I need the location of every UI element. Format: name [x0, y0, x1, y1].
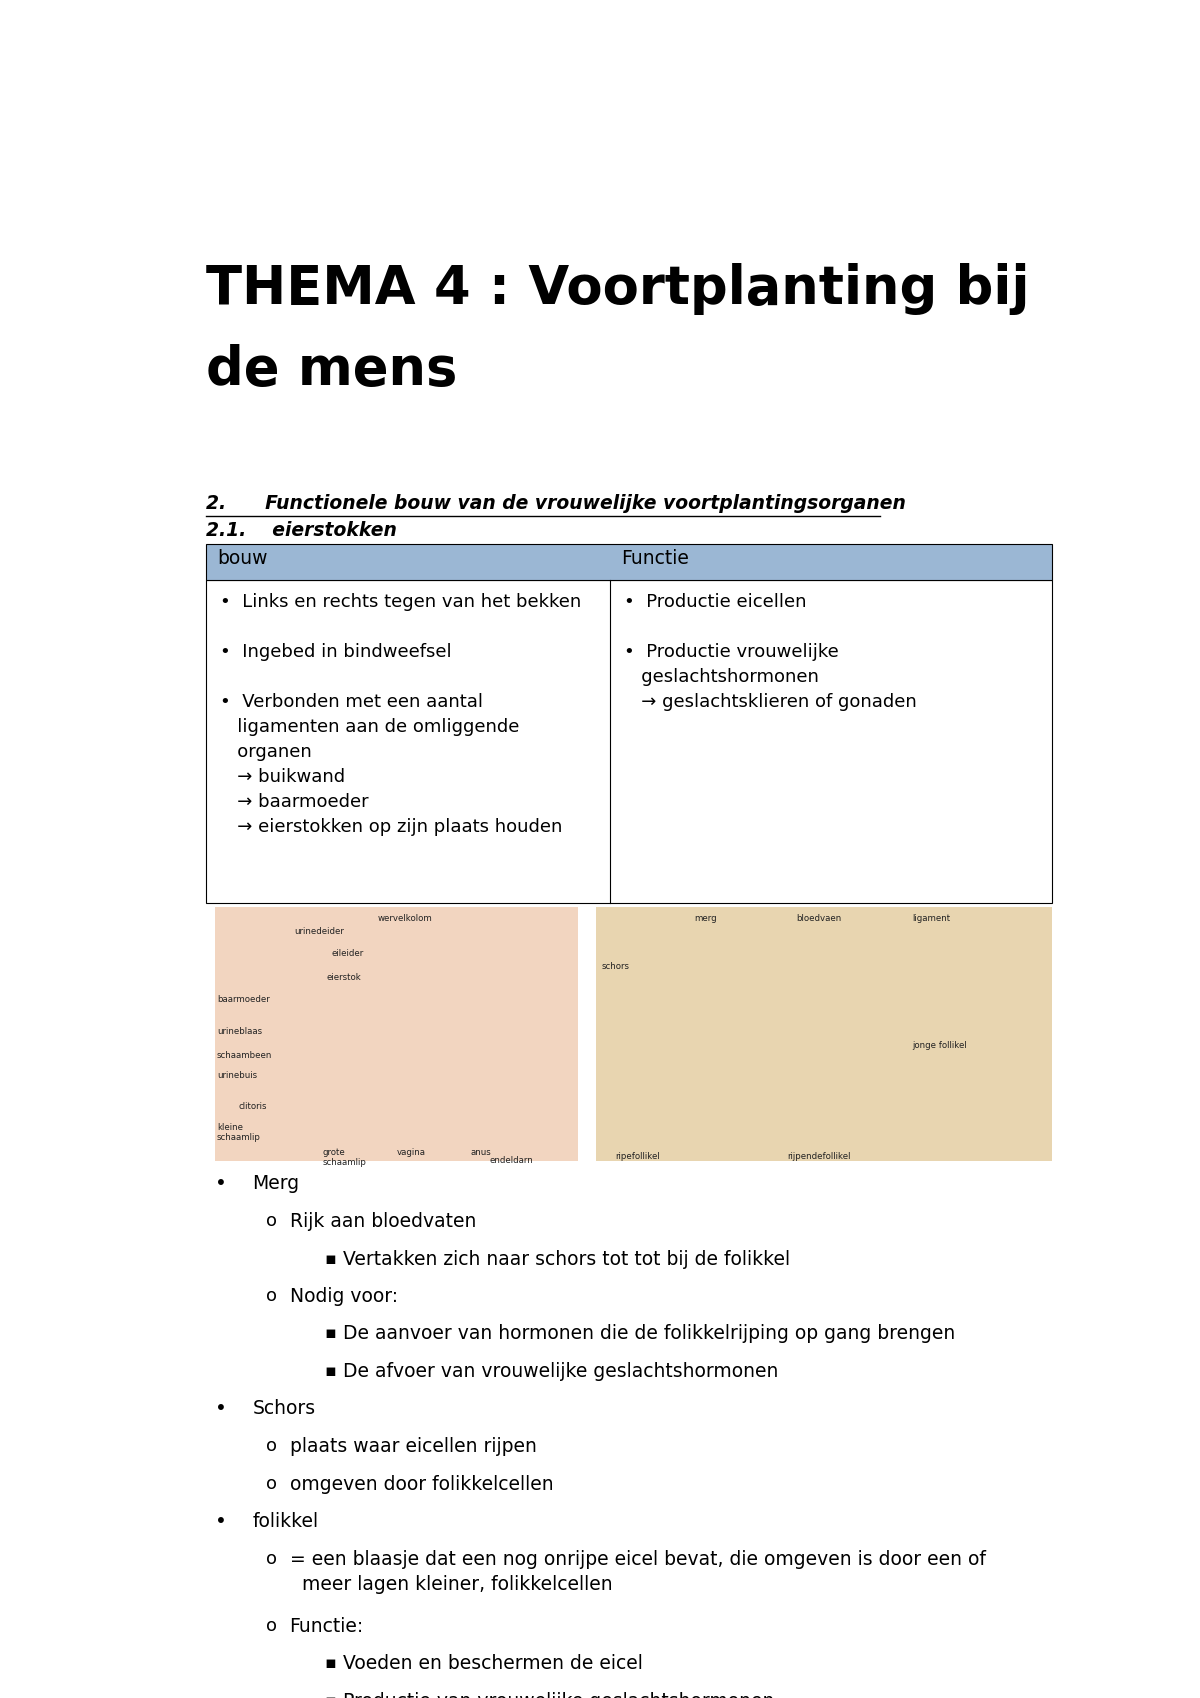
Text: ▪: ▪ [325, 1250, 336, 1268]
Text: plaats waar eicellen rijpen: plaats waar eicellen rijpen [289, 1437, 536, 1457]
Text: eileider: eileider [331, 949, 364, 958]
Text: ▪: ▪ [325, 1691, 336, 1698]
Text: eierstok: eierstok [326, 973, 361, 981]
Text: •: • [215, 1511, 227, 1532]
Text: 2.1.    eierstokken: 2.1. eierstokken [206, 521, 397, 540]
Text: Voeden en beschermen de eicel: Voeden en beschermen de eicel [343, 1654, 643, 1674]
Text: o: o [266, 1550, 277, 1569]
Text: kleine
schaamlip: kleine schaamlip [217, 1122, 260, 1143]
Text: bouw: bouw [217, 548, 268, 567]
Bar [596, 907, 1052, 1161]
Text: •: • [215, 1399, 227, 1418]
Text: Schors: Schors [252, 1399, 316, 1418]
Text: wervelkolom: wervelkolom [378, 914, 433, 922]
Text: folikkel: folikkel [252, 1511, 318, 1532]
Text: bloedvaen: bloedvaen [797, 914, 841, 922]
Text: Productie van vrouwelijke geslachtshormonen: Productie van vrouwelijke geslachtshormo… [343, 1691, 775, 1698]
Text: o: o [266, 1287, 277, 1306]
Text: schaambeen: schaambeen [217, 1051, 272, 1060]
Text: Functie:: Functie: [289, 1616, 364, 1637]
Text: o: o [266, 1212, 277, 1231]
Bar [206, 581, 1052, 903]
Text: schors: schors [601, 963, 629, 971]
Text: De aanvoer van hormonen die de folikkelrijping op gang brengen: De aanvoer van hormonen die de folikkelr… [343, 1324, 955, 1343]
Text: ligament: ligament [912, 914, 950, 922]
Text: o: o [266, 1616, 277, 1635]
Bar [206, 543, 1052, 581]
Text: De afvoer van vrouwelijke geslachtshormonen: De afvoer van vrouwelijke geslachtshormo… [343, 1362, 779, 1380]
Text: ▪: ▪ [325, 1654, 336, 1673]
Bar [215, 907, 578, 1161]
Text: •: • [215, 1173, 227, 1194]
Text: baarmoeder: baarmoeder [217, 995, 270, 1004]
Text: clitoris: clitoris [239, 1102, 266, 1110]
Text: de mens: de mens [206, 343, 457, 396]
Text: 2.      Functionele bouw van de vrouwelijke voortplantingsorganen: 2. Functionele bouw van de vrouwelijke v… [206, 494, 906, 513]
Text: grote
schaamlip: grote schaamlip [322, 1148, 366, 1167]
Text: rijpendefollikel: rijpendefollikel [787, 1151, 851, 1161]
Text: Functie: Functie [622, 548, 689, 567]
Text: ▪: ▪ [325, 1324, 336, 1341]
Text: jonge follikel: jonge follikel [912, 1041, 967, 1049]
Text: Rijk aan bloedvaten: Rijk aan bloedvaten [289, 1212, 476, 1231]
Text: vagina: vagina [396, 1148, 426, 1156]
Text: urinebuis: urinebuis [217, 1071, 257, 1080]
Text: urinedeider: urinedeider [294, 927, 344, 936]
Text: urineblaas: urineblaas [217, 1027, 262, 1036]
Text: endeldarn: endeldarn [490, 1156, 533, 1165]
Text: Vertakken zich naar schors tot tot bij de folikkel: Vertakken zich naar schors tot tot bij d… [343, 1250, 791, 1268]
Text: Merg: Merg [252, 1173, 300, 1194]
Text: omgeven door folikkelcellen: omgeven door folikkelcellen [289, 1474, 553, 1494]
Text: o: o [266, 1437, 277, 1455]
Text: THEMA 4 : Voortplanting bij: THEMA 4 : Voortplanting bij [206, 263, 1030, 314]
Text: anus: anus [470, 1148, 492, 1156]
Text: •  Productie eicellen

•  Productie vrouwelijke
   geslachtshormonen
   → geslac: • Productie eicellen • Productie vrouwel… [624, 593, 917, 711]
Text: = een blaasje dat een nog onrijpe eicel bevat, die omgeven is door een of
  meer: = een blaasje dat een nog onrijpe eicel … [289, 1550, 985, 1594]
Text: ripefollikel: ripefollikel [616, 1151, 660, 1161]
Text: •  Links en rechts tegen van het bekken

•  Ingebed in bindweefsel

•  Verbonden: • Links en rechts tegen van het bekken •… [220, 593, 581, 837]
Text: merg: merg [694, 914, 716, 922]
Text: ▪: ▪ [325, 1362, 336, 1379]
Text: Nodig voor:: Nodig voor: [289, 1287, 397, 1306]
Text: o: o [266, 1474, 277, 1493]
